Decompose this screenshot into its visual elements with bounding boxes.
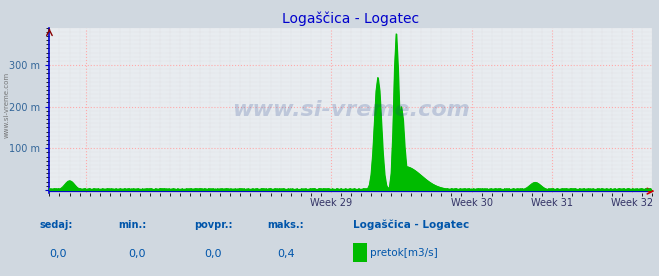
Text: min.:: min.:: [119, 220, 147, 230]
Text: pretok[m3/s]: pretok[m3/s]: [370, 248, 438, 258]
Text: 0,0: 0,0: [49, 249, 67, 259]
Text: povpr.:: povpr.:: [194, 220, 233, 230]
Text: www.si-vreme.com: www.si-vreme.com: [232, 100, 470, 120]
Text: maks.:: maks.:: [267, 220, 304, 230]
Text: 0,0: 0,0: [204, 249, 222, 259]
Text: Logaščica - Logatec: Logaščica - Logatec: [353, 219, 469, 230]
Text: www.si-vreme.com: www.si-vreme.com: [3, 72, 9, 138]
Text: 0,4: 0,4: [277, 249, 295, 259]
Text: 0,0: 0,0: [129, 249, 146, 259]
Text: sedaj:: sedaj:: [40, 220, 73, 230]
Title: Logaščica - Logatec: Logaščica - Logatec: [282, 12, 420, 26]
